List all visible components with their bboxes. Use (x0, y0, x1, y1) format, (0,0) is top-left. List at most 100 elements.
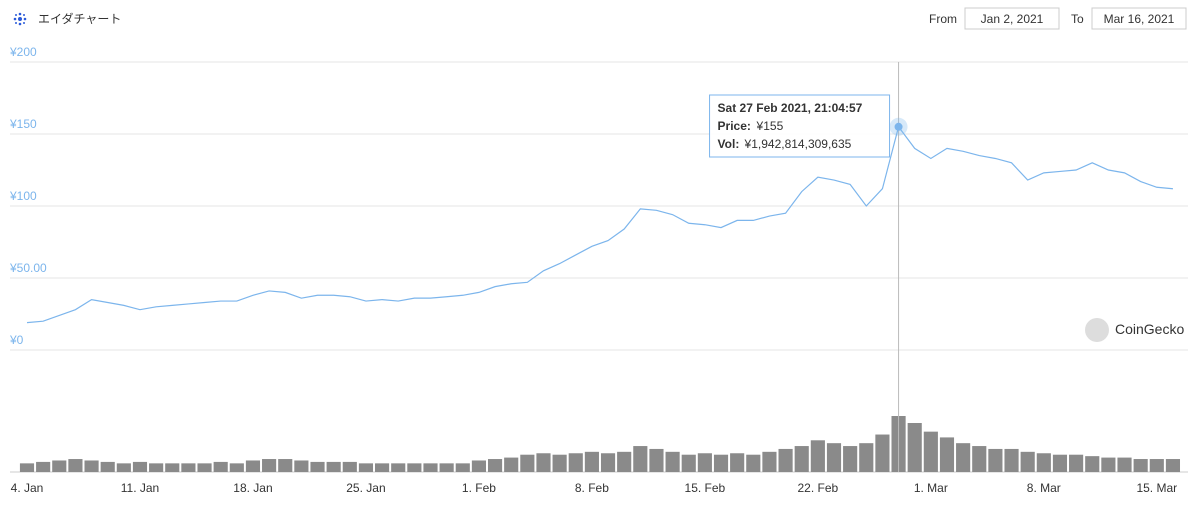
volume-bar (262, 459, 277, 472)
volume-bar (1101, 457, 1116, 472)
volume-bar (439, 463, 454, 472)
watermark-logo (1085, 318, 1109, 342)
volume-bar (358, 463, 374, 472)
volume-bar (407, 463, 422, 472)
to-label: To (1071, 12, 1084, 26)
volume-bar (423, 463, 438, 472)
volume-bar (939, 437, 955, 472)
volume-bar (810, 440, 825, 472)
x-tick-label: 18. Jan (233, 481, 272, 495)
x-tick-label: 1. Mar (914, 481, 948, 495)
x-tick-label: 22. Feb (798, 481, 839, 495)
to-input[interactable] (1091, 7, 1187, 30)
y-tick-label: ¥50.00 (9, 261, 47, 275)
volume-bar (875, 434, 890, 472)
volume-bar (36, 461, 51, 472)
y-tick-label: ¥100 (9, 189, 37, 203)
volume-bar (778, 448, 793, 472)
volume-bar (520, 454, 535, 472)
tooltip-title: Sat 27 Feb 2021, 21:04:57 (718, 101, 863, 115)
volume-bar (681, 454, 696, 472)
volume-bar (988, 448, 1003, 472)
tooltip-price-label: Price: (718, 119, 751, 133)
volume-bar (907, 422, 922, 472)
volume-bar (68, 459, 83, 472)
header-icon (13, 12, 27, 26)
volume-bar (1117, 457, 1132, 472)
volume-bar (859, 443, 874, 472)
volume-bar (923, 431, 938, 472)
volume-bar (1069, 454, 1084, 472)
from-label: From (929, 12, 957, 26)
hover-point (894, 122, 903, 131)
x-tick-label: 11. Jan (121, 481, 159, 495)
volume-bar (165, 463, 180, 472)
x-tick-label: 25. Jan (346, 481, 385, 495)
to-date: Mar 16, 2021 (1104, 12, 1175, 26)
x-tick-label: 1. Feb (462, 481, 496, 495)
volume-bar (52, 460, 67, 472)
volume-bar (391, 463, 406, 472)
y-tick-label: ¥0 (9, 333, 24, 347)
chart-title: エイダチャート (38, 11, 121, 26)
volume-bar (19, 463, 35, 472)
volume-bar (294, 460, 309, 472)
y-tick-label: ¥200 (9, 45, 37, 59)
volume-bar (487, 459, 503, 472)
volume-bar (746, 454, 761, 472)
volume-bar (326, 461, 341, 472)
volume-bar (552, 454, 567, 472)
volume-bar (1165, 459, 1181, 472)
volume-bar (584, 451, 599, 472)
from-date: Jan 2, 2021 (981, 12, 1044, 26)
volume-bar (617, 451, 632, 472)
volume-bar (730, 453, 745, 472)
volume-bar (342, 461, 357, 472)
tooltip-vol-label: Vol: (718, 137, 740, 151)
volume-bar (794, 446, 809, 472)
x-tick-label: 4. Jan (11, 481, 44, 495)
volume-bar (568, 453, 583, 472)
x-tick-label: 15. Mar (1136, 481, 1177, 495)
volume-bar (471, 460, 486, 472)
volume-bar (633, 446, 648, 472)
volume-bar (697, 453, 712, 472)
watermark: CoinGecko (1115, 321, 1184, 337)
volume-bar (1004, 448, 1019, 472)
volume-bar (1052, 454, 1068, 472)
volume-bar (181, 463, 196, 472)
volume-bar (1133, 459, 1148, 472)
volume-bar (536, 453, 551, 472)
volume-bar (1036, 453, 1051, 472)
volume-bar (375, 463, 390, 472)
volume-bar (245, 460, 261, 472)
y-tick-label: ¥150 (9, 117, 37, 131)
volume-bar (665, 451, 680, 472)
volume-bar (100, 461, 115, 472)
volume-bar (132, 461, 148, 472)
from-input[interactable] (964, 7, 1060, 30)
volume-bar (197, 463, 212, 472)
volume-bar (956, 443, 971, 472)
volume-bar (1085, 456, 1100, 472)
volume-bar (310, 461, 325, 472)
price-line (26, 125, 1173, 324)
volume-bar (826, 443, 842, 472)
volume-bar (600, 453, 616, 472)
x-tick-label: 15. Feb (685, 481, 726, 495)
volume-bar (455, 463, 470, 472)
volume-bar (278, 459, 293, 472)
x-tick-label: 8. Feb (575, 481, 609, 495)
volume-bar (149, 463, 164, 472)
volume-bar (713, 454, 729, 472)
volume-bar (116, 463, 131, 472)
tooltip-box (709, 94, 891, 158)
volume-bar (84, 460, 99, 472)
tooltip-price: ¥155 (756, 119, 784, 133)
volume-bar (843, 446, 858, 472)
tooltip-vol: ¥1,942,814,309,635 (744, 137, 852, 151)
x-tick-label: 8. Mar (1027, 481, 1061, 495)
volume-bar (229, 463, 244, 472)
